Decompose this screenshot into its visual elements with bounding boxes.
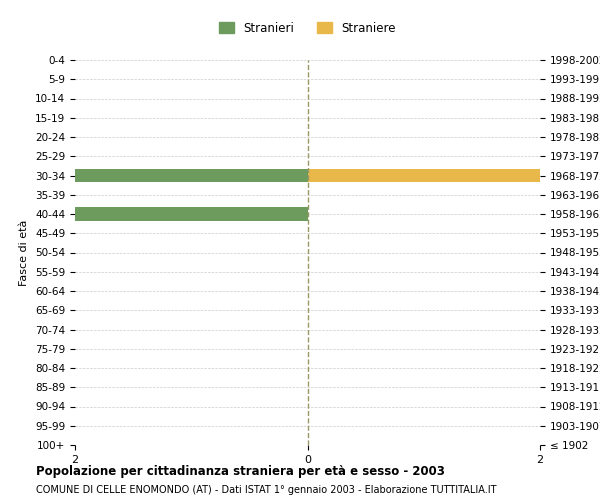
Bar — [308, 169, 540, 182]
Text: COMUNE DI CELLE ENOMONDO (AT) - Dati ISTAT 1° gennaio 2003 - Elaborazione TUTTIT: COMUNE DI CELLE ENOMONDO (AT) - Dati IST… — [36, 485, 497, 495]
Y-axis label: Fasce di età: Fasce di età — [19, 220, 29, 286]
Bar — [75, 208, 308, 220]
Legend: Stranieri, Straniere: Stranieri, Straniere — [214, 16, 401, 40]
Bar — [75, 169, 308, 182]
Text: Popolazione per cittadinanza straniera per età e sesso - 2003: Popolazione per cittadinanza straniera p… — [36, 465, 445, 478]
